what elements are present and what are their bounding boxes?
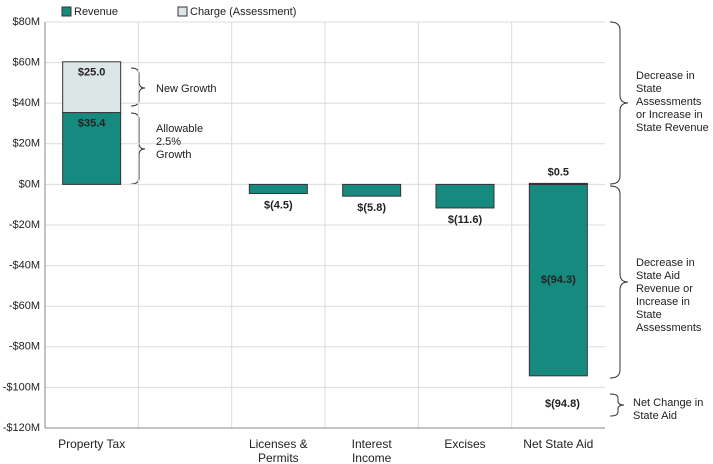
y-tick-label: -$20M [9,219,40,231]
bar [342,183,402,197]
legend-swatch [177,6,188,17]
data-label: $25.0 [78,67,106,79]
legend-swatch [61,6,72,17]
y-tick-label: -$120M [3,422,40,434]
annotation: Decrease in State Aid Revenue or Increas… [636,257,702,334]
annotation: $(94.8) [545,398,580,410]
x-tick-label: Property Tax [58,437,126,451]
y-tick-label: $40M [12,97,40,109]
y-tick-label: $0M [19,178,40,190]
y-tick-label: -$40M [9,260,40,272]
bar [248,183,308,195]
bar [62,61,122,114]
y-tick-label: $60M [12,57,40,69]
x-tick-label: Net State Aid [523,437,594,451]
y-tick-label: -$100M [3,381,40,393]
annotation: Net Change in State Aid [633,397,704,422]
y-tick-label: $20M [12,138,40,150]
data-label: $35.4 [78,117,106,129]
data-label: $(5.8) [357,202,386,214]
brace [609,21,629,185]
annotation: Allowable 2.5% Growth [156,123,204,161]
y-tick-label: -$60M [9,300,40,312]
x-tick-label: Interest Income [351,437,392,464]
annotation: New Growth [156,83,217,95]
y-tick-label: -$80M [9,341,40,353]
data-label: $(11.6) [448,214,483,226]
brace [609,393,625,417]
bar [528,183,588,377]
data-label: $(4.5) [264,199,293,211]
x-tick-label: Licenses & Permits [248,437,308,464]
legend-label: Revenue [74,6,118,18]
legend-label: Charge (Assessment) [190,6,296,18]
bar [528,182,588,185]
bar [62,112,122,185]
data-label: $(94.3) [541,274,576,286]
x-tick-label: Excises [444,437,486,451]
y-tick-label: $80M [12,16,40,28]
bar [435,183,495,209]
annotation: Decrease in State Assessments or Increas… [636,70,709,134]
data-label: $0.5 [548,166,569,178]
brace [609,185,629,379]
